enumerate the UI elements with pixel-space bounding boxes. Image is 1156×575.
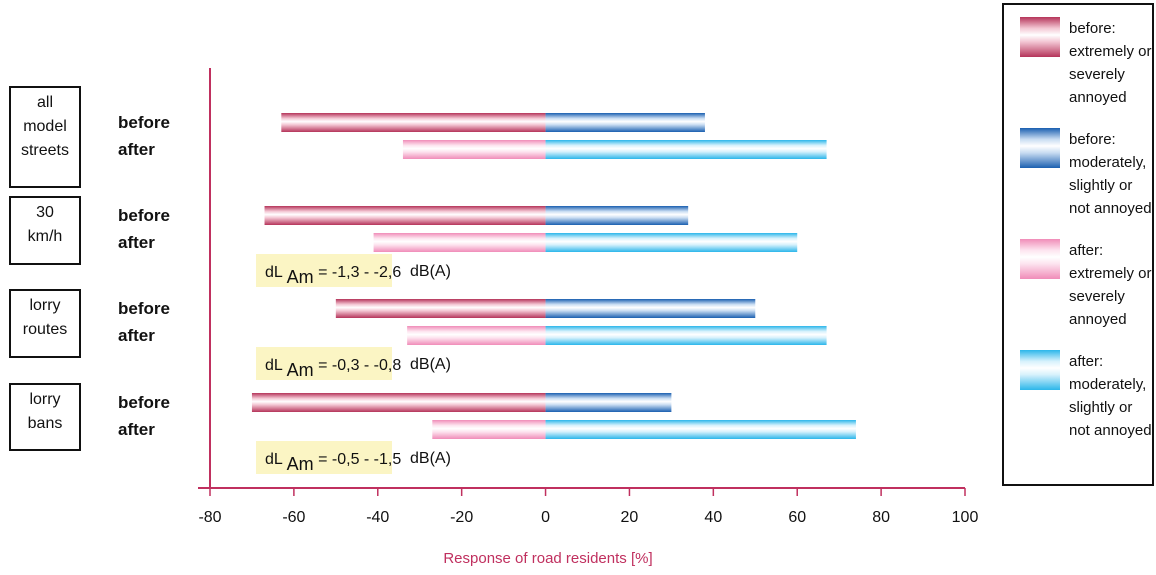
row-label: before (118, 113, 170, 132)
row-label: before (118, 393, 170, 412)
legend-label-line: after: (1069, 353, 1103, 370)
legend-label-line: slightly or (1069, 399, 1132, 416)
row-label: before (118, 206, 170, 225)
note-sub: Am (287, 454, 314, 474)
note-box (256, 441, 392, 474)
group-label-line: lorry (29, 391, 60, 408)
x-tick-label: 60 (788, 509, 806, 526)
bar-after-annoyed (402, 140, 546, 159)
legend-label-line: before: (1069, 20, 1116, 37)
note-unit: dB(A) (410, 450, 451, 467)
bar-after-annoyed (432, 420, 546, 439)
legend-swatch-before-not (1020, 128, 1060, 168)
note-value: = -0,5 - -1,5 (314, 451, 402, 468)
row-label: after (118, 420, 155, 439)
legend-swatch-after-not (1020, 350, 1060, 390)
x-tick-label: 40 (704, 509, 722, 526)
group-label-line: km/h (28, 228, 63, 245)
legend-label-line: after: (1069, 242, 1103, 259)
note-box (256, 254, 392, 287)
note-text: dL Am = -0,5 - -1,5 (265, 451, 401, 474)
legend-label-line: extremely or (1069, 43, 1152, 60)
x-tick-label: 80 (872, 509, 890, 526)
x-tick-label: 0 (541, 509, 550, 526)
legend-label-line: not annoyed (1069, 200, 1152, 217)
group-label-box (9, 289, 81, 358)
group-label-line: streets (21, 142, 69, 159)
note-main: dL (265, 264, 287, 281)
x-tick-label: 20 (621, 509, 639, 526)
bar-after-not (545, 326, 827, 345)
group-label-box (9, 86, 81, 188)
bar-after-not (545, 233, 798, 252)
x-tick-label: -80 (198, 509, 221, 526)
legend-label-line: moderately, (1069, 376, 1146, 393)
note-box (256, 347, 392, 380)
group-label-line: model (23, 118, 67, 135)
bar-after-annoyed (373, 233, 546, 252)
group-label-line: all (37, 94, 53, 111)
bar-before-annoyed (281, 113, 546, 132)
bar-before-not (545, 393, 672, 412)
group-label-box (9, 383, 81, 451)
axis-group: -80 -60 -40 -20 0 20 40 60 80 100 (198, 68, 978, 526)
bar-before-annoyed (335, 299, 546, 318)
legend: before: extremely or severely annoyed before… (1002, 3, 1154, 486)
x-tick-label: 100 (952, 509, 979, 526)
bar-before-not (545, 113, 705, 132)
row-label: after (118, 233, 155, 252)
row-label: after (118, 326, 155, 345)
legend-label-line: before: (1069, 131, 1116, 148)
note-sub: Am (287, 267, 314, 287)
bar-before-annoyed (264, 206, 546, 225)
note-text: dL Am = -0,3 - -0,8 (265, 357, 401, 380)
x-tick-label: -40 (366, 509, 389, 526)
legend-label-line: slightly or (1069, 177, 1132, 194)
note-main: dL (265, 451, 287, 468)
group-label-line: bans (28, 415, 63, 432)
legend-label-line: extremely or (1069, 265, 1152, 282)
bars-group (251, 113, 856, 439)
bar-after-not (545, 420, 856, 439)
x-tick-label: -60 (282, 509, 305, 526)
note-value: = -0,3 - -0,8 (314, 357, 402, 374)
legend-label-line: annoyed (1069, 89, 1127, 106)
bar-after-annoyed (407, 326, 546, 345)
note-value: = -1,3 - -2,6 (314, 264, 402, 281)
legend-label-line: annoyed (1069, 311, 1127, 328)
note-text: dL Am = -1,3 - -2,6 (265, 264, 401, 287)
group-label-box (9, 196, 81, 265)
bar-before-not (545, 299, 756, 318)
group-label-line: routes (23, 321, 67, 338)
note-main: dL (265, 357, 287, 374)
note-unit: dB(A) (410, 356, 451, 373)
row-label: before (118, 299, 170, 318)
bar-after-not (545, 140, 827, 159)
bar-before-annoyed (251, 393, 546, 412)
legend-label-line: moderately, (1069, 154, 1146, 171)
x-axis-label: Response of road residents [%] (443, 550, 652, 567)
x-tick-label: -20 (450, 509, 473, 526)
legend-label-line: severely (1069, 66, 1125, 83)
note-sub: Am (287, 360, 314, 380)
legend-swatch-after-annoyed (1020, 239, 1060, 279)
row-label: after (118, 140, 155, 159)
note-unit: dB(A) (410, 263, 451, 280)
bar-before-not (545, 206, 689, 225)
legend-label-line: severely (1069, 288, 1125, 305)
legend-label-line: not annoyed (1069, 422, 1152, 439)
group-label-line: lorry (29, 297, 60, 314)
group-label-line: 30 (36, 204, 54, 221)
labels-group: before after all model streets before after 30 k… (9, 86, 451, 474)
legend-swatch-before-annoyed (1020, 17, 1060, 57)
